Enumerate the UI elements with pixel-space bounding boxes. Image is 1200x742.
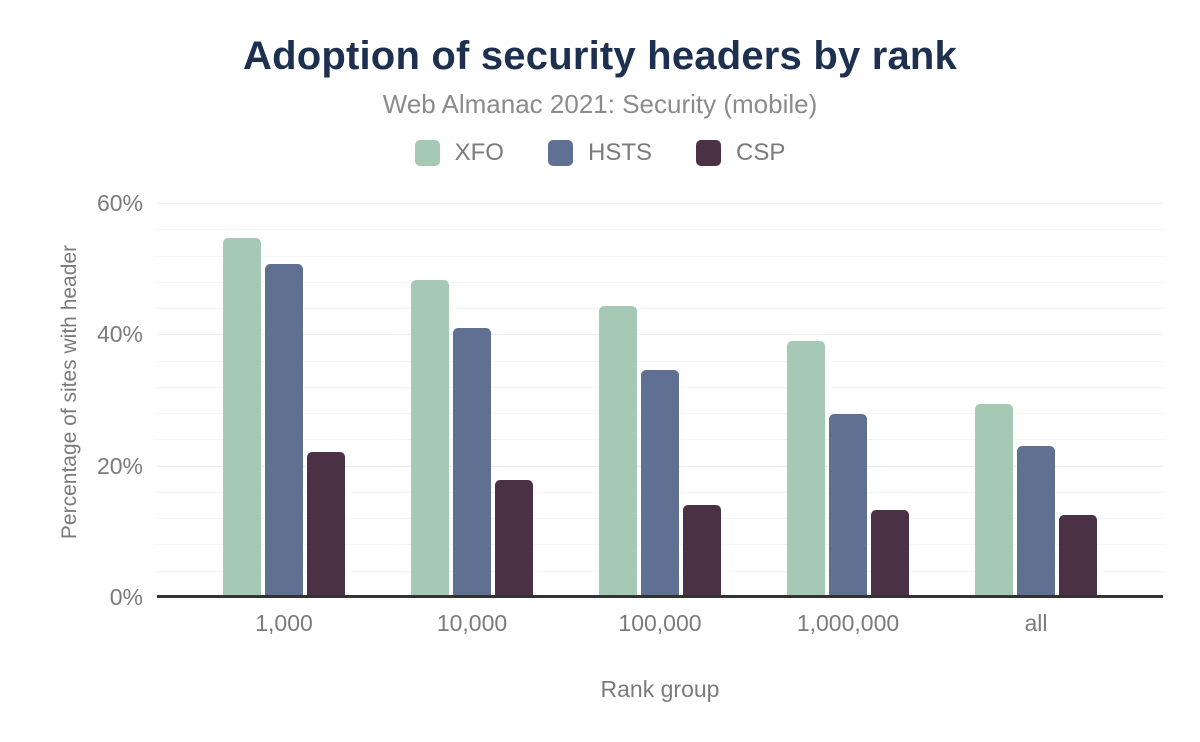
x-tick-label: 10,000 — [436, 609, 508, 636]
x-tick-label: 1,000,000 — [796, 609, 900, 636]
bar-group-all — [975, 404, 1097, 596]
chart-title: Adoption of security headers by rank — [242, 34, 958, 78]
bar-xfo-10000 — [411, 280, 449, 596]
x-axis-line — [157, 595, 1163, 598]
bar-hsts-1000000 — [829, 414, 867, 596]
legend-swatch-hsts — [547, 140, 573, 166]
bar-csp-1000000 — [871, 510, 909, 596]
bar-xfo-100000 — [599, 305, 637, 596]
bar-csp-1000 — [307, 452, 345, 596]
bar-xfo-all — [975, 404, 1013, 596]
legend-label: XFO — [454, 139, 504, 166]
y-axis-title: Percentage of sites with header — [58, 244, 81, 540]
y-tick-label-40: 40% — [96, 321, 143, 348]
minor-gridline-44 — [157, 308, 1163, 310]
bar-csp-all — [1059, 515, 1097, 596]
bar-hsts-100000 — [641, 370, 679, 596]
bar-hsts-all — [1017, 446, 1055, 596]
legend-swatch-xfo — [414, 140, 440, 166]
legend-item-csp: CSP — [696, 139, 785, 167]
x-axis-title: Rank group — [600, 676, 720, 702]
x-axis-tick-labels: 1,000 10,000 100,000 1,000,000 all — [157, 608, 1163, 638]
major-gridline-60 — [157, 203, 1163, 204]
x-tick-label: all — [1024, 609, 1048, 636]
legend: XFO HSTS CSP — [0, 139, 1200, 167]
minor-gridline-56 — [157, 229, 1163, 231]
minor-gridline-52 — [157, 255, 1163, 257]
bar-xfo-1000000 — [787, 341, 825, 596]
y-tick-label-0: 0% — [109, 584, 143, 610]
legend-swatch-csp — [696, 140, 721, 166]
minor-gridline-48 — [157, 281, 1163, 283]
x-tick-label: 1,000 — [255, 609, 313, 636]
bar-csp-100000 — [683, 504, 721, 596]
bar-group-1000000 — [787, 341, 909, 596]
x-tick-label: 100,000 — [618, 609, 702, 636]
bar-hsts-1000 — [265, 263, 303, 596]
chart-subtitle: Web Almanac 2021: Security (mobile) — [382, 89, 818, 119]
legend-label: HSTS — [587, 139, 652, 166]
y-tick-label-60: 60% — [96, 190, 143, 216]
bar-xfo-1000 — [223, 238, 261, 596]
bar-csp-10000 — [495, 479, 533, 596]
major-gridline-40 — [157, 334, 1163, 336]
bar-groups — [157, 190, 1163, 596]
bar-hsts-10000 — [453, 328, 491, 596]
bar-group-1000 — [223, 238, 345, 596]
bar-group-10000 — [411, 280, 533, 596]
y-tick-label-20: 20% — [96, 452, 143, 479]
legend-item-xfo: XFO — [414, 139, 504, 167]
bar-group-100000 — [599, 305, 721, 596]
plot-area: 0% 20% 40% 60% — [97, 190, 1163, 609]
minor-gridline-36 — [157, 360, 1163, 362]
legend-item-hsts: HSTS — [547, 139, 652, 167]
legend-label: CSP — [736, 139, 786, 166]
